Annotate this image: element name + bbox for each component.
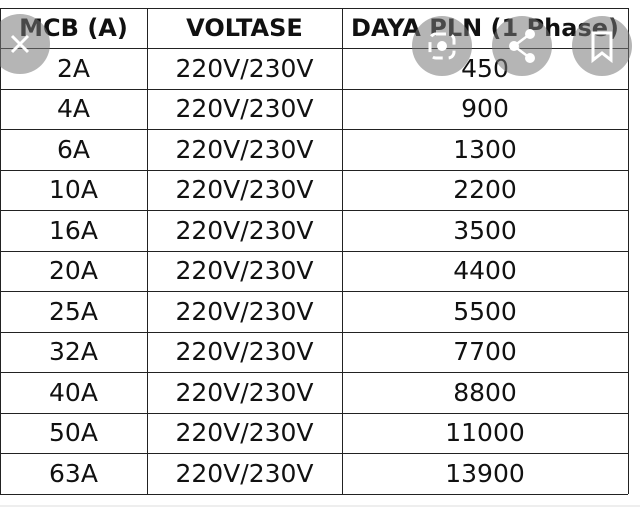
table-cell: 40A bbox=[49, 377, 98, 407]
header-cell: VOLTASE bbox=[186, 14, 303, 42]
row-border bbox=[0, 48, 628, 49]
table-cell: 220V/230V bbox=[175, 53, 314, 83]
table-cell: 220V/230V bbox=[175, 94, 314, 124]
table-cell: 220V/230V bbox=[175, 377, 314, 407]
row-border bbox=[0, 210, 628, 211]
lens-button[interactable] bbox=[412, 16, 472, 76]
table-cell: 4A bbox=[56, 94, 90, 124]
table-cell: 10A bbox=[49, 175, 98, 205]
table-cell: 8800 bbox=[453, 377, 517, 407]
table-cell: 1300 bbox=[453, 134, 517, 164]
column-border bbox=[628, 8, 629, 494]
save-button[interactable] bbox=[572, 16, 632, 76]
column-border bbox=[0, 8, 1, 494]
table-cell: 25A bbox=[49, 296, 98, 326]
row-border bbox=[0, 129, 628, 130]
row-border bbox=[0, 291, 628, 292]
table-cell: 11000 bbox=[445, 418, 525, 448]
table-cell: 900 bbox=[461, 94, 509, 124]
row-border bbox=[0, 413, 628, 414]
table-cell: 13900 bbox=[445, 458, 525, 488]
column-border bbox=[342, 8, 343, 494]
row-border bbox=[0, 453, 628, 454]
row-border bbox=[0, 8, 628, 9]
row-border bbox=[0, 372, 628, 373]
row-border bbox=[0, 251, 628, 252]
row-border bbox=[0, 89, 628, 90]
table-cell: 220V/230V bbox=[175, 215, 314, 245]
table-cell: 220V/230V bbox=[175, 134, 314, 164]
column-border bbox=[147, 8, 148, 494]
table-cell: 63A bbox=[49, 458, 98, 488]
share-button[interactable] bbox=[492, 16, 552, 76]
table-cell: 220V/230V bbox=[175, 175, 314, 205]
row-border bbox=[0, 494, 628, 495]
table-cell: 2A bbox=[56, 53, 90, 83]
table-cell: 3500 bbox=[453, 215, 517, 245]
table-cell: 220V/230V bbox=[175, 418, 314, 448]
table-cell: 2200 bbox=[453, 175, 517, 205]
table-cell: 32A bbox=[49, 337, 98, 367]
table-cell: 50A bbox=[49, 418, 98, 448]
table-cell: 220V/230V bbox=[175, 296, 314, 326]
table-cell: 220V/230V bbox=[175, 256, 314, 286]
table-cell: 5500 bbox=[453, 296, 517, 326]
table-cell: 7700 bbox=[453, 337, 517, 367]
table-cell: 4400 bbox=[453, 256, 517, 286]
close-button[interactable] bbox=[0, 14, 50, 74]
table-cell: 16A bbox=[49, 215, 98, 245]
row-border bbox=[0, 170, 628, 171]
table-cell: 6A bbox=[56, 134, 90, 164]
table-cell: 220V/230V bbox=[175, 337, 314, 367]
table-cell: 20A bbox=[49, 256, 98, 286]
row-border bbox=[0, 332, 628, 333]
table-cell: 220V/230V bbox=[175, 458, 314, 488]
